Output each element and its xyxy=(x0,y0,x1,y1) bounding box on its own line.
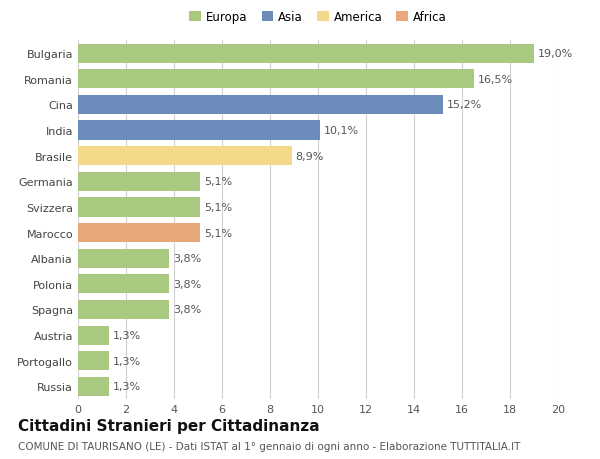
Text: 5,1%: 5,1% xyxy=(204,228,232,238)
Text: 3,8%: 3,8% xyxy=(173,305,201,315)
Bar xyxy=(78,121,320,140)
Bar xyxy=(78,198,200,217)
Bar xyxy=(78,45,534,64)
Text: 19,0%: 19,0% xyxy=(538,49,573,59)
Bar xyxy=(78,377,109,396)
Text: COMUNE DI TAURISANO (LE) - Dati ISTAT al 1° gennaio di ogni anno - Elaborazione : COMUNE DI TAURISANO (LE) - Dati ISTAT al… xyxy=(18,441,520,451)
Text: 1,3%: 1,3% xyxy=(113,356,141,366)
Text: 3,8%: 3,8% xyxy=(173,279,201,289)
Text: 5,1%: 5,1% xyxy=(204,177,232,187)
Bar xyxy=(78,326,109,345)
Bar xyxy=(78,95,443,115)
Text: 8,9%: 8,9% xyxy=(295,151,323,162)
Bar xyxy=(78,274,169,294)
Text: 16,5%: 16,5% xyxy=(478,75,513,84)
Bar xyxy=(78,249,169,268)
Bar xyxy=(78,173,200,191)
Bar xyxy=(78,224,200,243)
Text: 5,1%: 5,1% xyxy=(204,202,232,213)
Text: 10,1%: 10,1% xyxy=(324,126,359,136)
Bar xyxy=(78,352,109,370)
Text: 1,3%: 1,3% xyxy=(113,381,141,392)
Legend: Europa, Asia, America, Africa: Europa, Asia, America, Africa xyxy=(190,11,446,24)
Bar xyxy=(78,300,169,319)
Text: 15,2%: 15,2% xyxy=(446,100,482,110)
Text: 1,3%: 1,3% xyxy=(113,330,141,341)
Text: Cittadini Stranieri per Cittadinanza: Cittadini Stranieri per Cittadinanza xyxy=(18,418,320,433)
Text: 3,8%: 3,8% xyxy=(173,254,201,263)
Bar xyxy=(78,147,292,166)
Bar xyxy=(78,70,474,89)
